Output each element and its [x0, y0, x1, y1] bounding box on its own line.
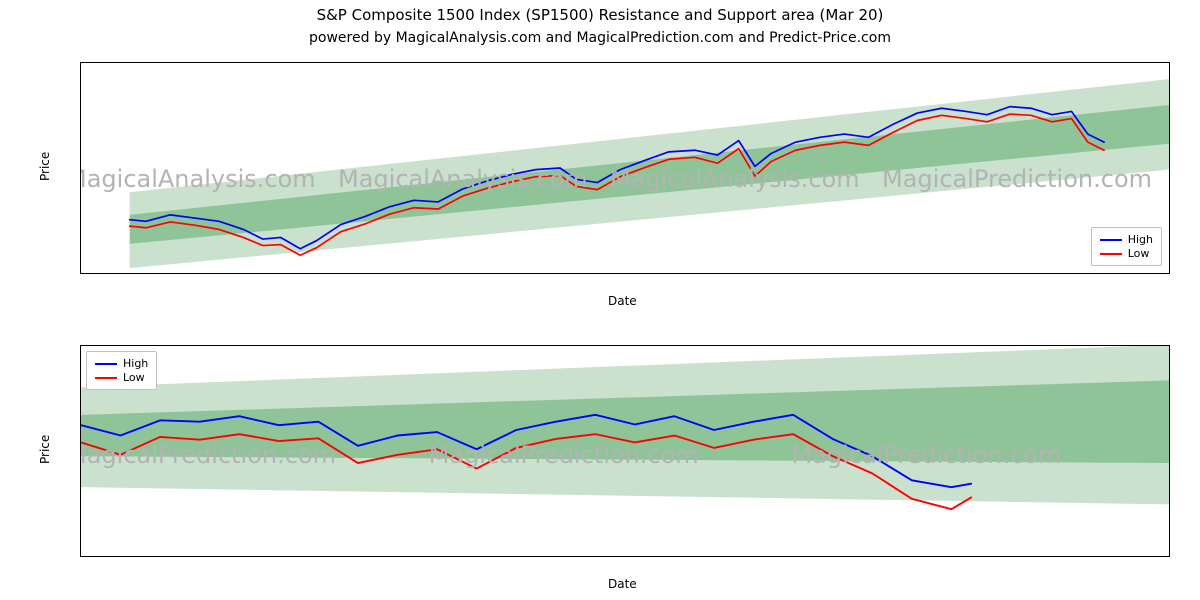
y-tick-mark	[80, 134, 81, 135]
legend-swatch-low	[1100, 253, 1122, 255]
x-tick-mark	[182, 273, 183, 274]
top-chart-svg	[81, 63, 1169, 273]
chart-subtitle: powered by MagicalAnalysis.com and Magic…	[0, 30, 1200, 46]
legend-swatch-high	[1100, 239, 1122, 241]
y-tick-mark	[80, 263, 81, 264]
legend-label-low: Low	[123, 371, 145, 384]
legend-swatch-low	[95, 377, 117, 379]
x-tick-mark	[398, 556, 399, 557]
y-tick-mark	[80, 504, 81, 505]
legend-item-low: Low	[95, 371, 148, 384]
y-tick-mark	[80, 470, 81, 471]
top-legend: High Low	[1091, 227, 1162, 266]
y-tick-mark	[80, 401, 81, 402]
x-tick-mark	[875, 273, 876, 274]
x-tick-mark	[675, 273, 676, 274]
y-tick-mark	[80, 231, 81, 232]
top-x-axis-label: Date	[608, 294, 637, 308]
bottom-x-axis-label: Date	[608, 577, 637, 591]
legend-swatch-high	[95, 363, 117, 365]
y-tick-mark	[80, 436, 81, 437]
x-tick-mark	[776, 273, 777, 274]
top-y-axis-label: Price	[38, 152, 52, 181]
bottom-y-axis-label: Price	[38, 435, 52, 464]
x-tick-mark	[477, 273, 478, 274]
chart-title: S&P Composite 1500 Index (SP1500) Resist…	[0, 6, 1200, 24]
x-tick-mark	[193, 556, 194, 557]
x-tick-mark	[787, 556, 788, 557]
x-tick-mark	[81, 273, 82, 274]
bottom-chart-svg	[81, 346, 1169, 556]
x-tick-mark	[974, 273, 975, 274]
bottom-panel: MagicalPrediction.comMagicalPrediction.c…	[80, 345, 1168, 555]
top-plot-area: MagicalAnalysis.comMagicalAnalysis.comMa…	[80, 62, 1170, 274]
x-tick-mark	[1070, 273, 1071, 274]
bottom-legend: High Low	[86, 351, 157, 390]
legend-label-low: Low	[1128, 247, 1150, 260]
legend-item-high: High	[95, 357, 148, 370]
x-tick-mark	[991, 556, 992, 557]
y-tick-mark	[80, 199, 81, 200]
legend-label-high: High	[1128, 233, 1153, 246]
y-tick-mark	[80, 102, 81, 103]
legend-label-high: High	[123, 357, 148, 370]
x-tick-mark	[281, 273, 282, 274]
legend-item-low: Low	[1100, 247, 1153, 260]
y-tick-mark	[80, 166, 81, 167]
x-tick-mark	[1169, 273, 1170, 274]
y-tick-mark	[80, 539, 81, 540]
x-tick-mark	[380, 273, 381, 274]
x-tick-mark	[576, 273, 577, 274]
legend-item-high: High	[1100, 233, 1153, 246]
bottom-plot-area: MagicalPrediction.comMagicalPrediction.c…	[80, 345, 1170, 557]
x-tick-mark	[602, 556, 603, 557]
figure: S&P Composite 1500 Index (SP1500) Resist…	[0, 0, 1200, 600]
top-panel: MagicalAnalysis.comMagicalAnalysis.comMa…	[80, 62, 1168, 272]
y-tick-mark	[80, 367, 81, 368]
y-tick-mark	[80, 69, 81, 70]
